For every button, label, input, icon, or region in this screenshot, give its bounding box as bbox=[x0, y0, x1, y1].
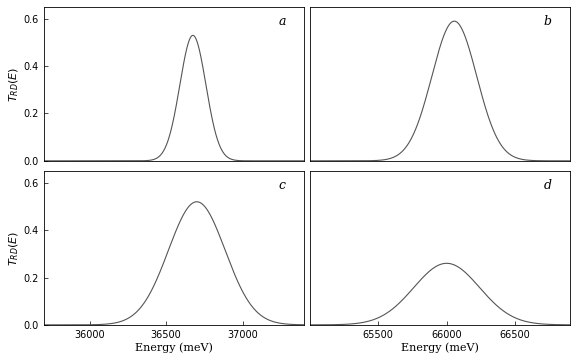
Text: d: d bbox=[544, 179, 552, 192]
Text: c: c bbox=[279, 179, 286, 192]
X-axis label: Energy (meV): Energy (meV) bbox=[401, 342, 479, 353]
Text: a: a bbox=[278, 15, 286, 28]
X-axis label: Energy (meV): Energy (meV) bbox=[135, 342, 213, 353]
Y-axis label: $T_{RD}(E)$: $T_{RD}(E)$ bbox=[7, 66, 21, 102]
Text: b: b bbox=[544, 15, 552, 28]
Y-axis label: $T_{RD}(E)$: $T_{RD}(E)$ bbox=[7, 230, 21, 266]
